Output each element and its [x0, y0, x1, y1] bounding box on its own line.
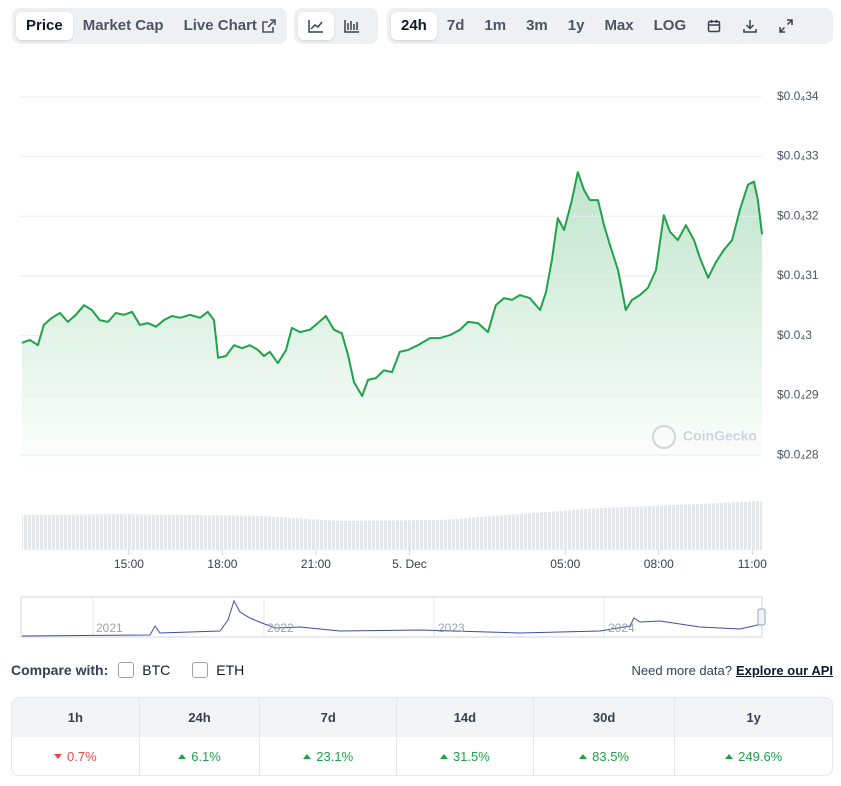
change-value: 6.1%: [191, 749, 221, 764]
y-tick-label: $0.0₄3: [777, 328, 812, 342]
change-value: 0.7%: [67, 749, 97, 764]
change-value: 31.5%: [452, 749, 490, 764]
x-tick-label: 11:00: [738, 557, 767, 571]
header-cell: 24h: [140, 698, 261, 737]
trend-arrow: [178, 754, 187, 759]
calendar-icon[interactable]: [696, 12, 732, 40]
y-tick-label: $0.0₄33: [777, 149, 819, 163]
navigator-label: 2021: [96, 621, 123, 635]
tab[interactable]: 24h: [391, 12, 437, 40]
trend-arrow: [54, 754, 63, 759]
x-tick-label: 5. Dec: [392, 557, 427, 571]
api-link[interactable]: Explore our API: [735, 662, 833, 678]
tab[interactable]: Market Cap: [82, 17, 164, 34]
navigator-handle[interactable]: [757, 608, 766, 626]
value-cell: 31.5%: [397, 737, 534, 775]
chart-style: [294, 8, 378, 44]
tab[interactable]: Max: [604, 17, 634, 34]
y-tick-label: $0.0₄28: [777, 447, 819, 461]
compare-row: Compare with: BTC ETH Need more data? Ex…: [11, 660, 833, 680]
change-value: 23.1%: [316, 749, 354, 764]
value-cell: 23.1%: [260, 737, 398, 775]
line-icon[interactable]: [298, 12, 334, 40]
volume-bars: [22, 501, 762, 550]
header-cell: 7d: [260, 698, 398, 737]
header-cell: 14d: [397, 698, 534, 737]
change-value: 83.5%: [592, 749, 629, 764]
option: ETH: [216, 662, 245, 678]
navigator-dividers: [92, 597, 605, 637]
range-tabs: 24h 7d 1m 3m 1y Max LOG: [387, 8, 833, 44]
chart: CoinGecko $0.0₄34 $0.0₄33 $0.0₄32 $0.0₄31 $0…: [20, 89, 819, 638]
tab[interactable]: Price: [16, 12, 73, 40]
watermark: CoinGecko: [652, 425, 757, 449]
navigator-label: 2023: [438, 621, 465, 635]
price-area: [22, 172, 762, 473]
fullscreen-icon[interactable]: [768, 12, 804, 40]
value-cell: 83.5%: [534, 737, 676, 775]
watermark-text: CoinGecko: [683, 428, 757, 444]
value-cell: 6.1%: [140, 737, 261, 775]
change-table: 1h 24h 7d 14d 30d 1y 0.7% 6.1% 23.1% 31.5% 83.5% 2…: [11, 697, 833, 776]
y-tick-label: $0.0₄32: [777, 208, 819, 222]
header-cell: 1h: [12, 698, 140, 737]
tab[interactable]: 3m: [526, 17, 548, 34]
download-icon[interactable]: [732, 12, 768, 40]
checkbox[interactable]: [192, 662, 209, 678]
table-row: 0.7% 6.1% 23.1% 31.5% 83.5% 249.6%: [12, 737, 832, 775]
tab-label: Live Chart: [183, 17, 257, 34]
navigator-label: 2024: [608, 621, 635, 635]
table-header: 1h 24h 7d 14d 30d 1y: [12, 698, 832, 737]
trend-arrow: [439, 754, 448, 759]
change-value: 249.6%: [738, 749, 783, 764]
tab[interactable]: Live Chart: [174, 12, 286, 40]
value-cell: 0.7%: [12, 737, 140, 775]
trend-arrow: [579, 754, 588, 759]
more-text: Need more data?: [631, 662, 732, 678]
header-cell: 30d: [534, 698, 676, 737]
option: BTC: [142, 662, 171, 678]
candle-icon[interactable]: [334, 12, 370, 40]
x-tick-label: 18:00: [207, 557, 237, 571]
tab[interactable]: 1m: [484, 17, 507, 34]
external-icon: [262, 19, 276, 33]
price-line: [21, 171, 763, 397]
y-tick-label: $0.0₄31: [777, 268, 819, 282]
x-tick-label: 08:00: [644, 557, 674, 571]
compare-label: Compare with:: [11, 662, 109, 678]
trend-arrow: [303, 754, 312, 759]
y-tick-label: $0.0₄29: [777, 388, 819, 402]
value-cell: 249.6%: [675, 737, 832, 775]
navigator-line: [21, 599, 763, 637]
x-tick-label: 15:00: [114, 557, 144, 571]
tab[interactable]: 1y: [567, 17, 585, 34]
header-cell: 1y: [746, 710, 761, 725]
y-tick-label: $0.0₄34: [777, 89, 819, 103]
tab[interactable]: LOG: [653, 17, 687, 34]
tab[interactable]: 7d: [446, 17, 465, 34]
x-tick-label: 21:00: [301, 557, 331, 571]
trend-arrow: [725, 754, 734, 759]
navigator: [20, 596, 763, 638]
view-tabs: Price Market Cap Live Chart: [12, 8, 287, 44]
navigator-label: 2022: [267, 621, 294, 635]
x-tick-label: 05:00: [550, 557, 580, 571]
checkbox[interactable]: [118, 662, 135, 678]
